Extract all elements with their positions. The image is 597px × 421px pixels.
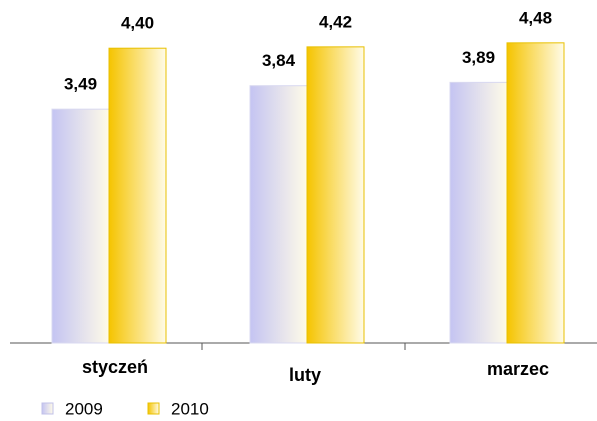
bar [249,85,308,344]
data-label: 4,40 [121,14,154,33]
x-tick-label: marzec [487,359,549,379]
bar [306,46,365,344]
data-label: 3,49 [64,75,97,94]
x-tick-label: luty [289,365,321,385]
bar [108,47,167,344]
data-label: 3,89 [462,48,495,67]
x-tick-label: styczeń [82,357,148,377]
data-label: 4,42 [319,12,352,31]
legend-swatch [147,402,160,415]
legend-label: 2009 [65,399,103,418]
bar [449,81,508,344]
legend-label: 2010 [171,399,209,418]
bar [51,108,110,344]
bar [506,42,565,344]
legend-swatch [41,402,54,415]
data-label: 3,84 [262,51,296,70]
data-label: 4,48 [519,8,552,27]
